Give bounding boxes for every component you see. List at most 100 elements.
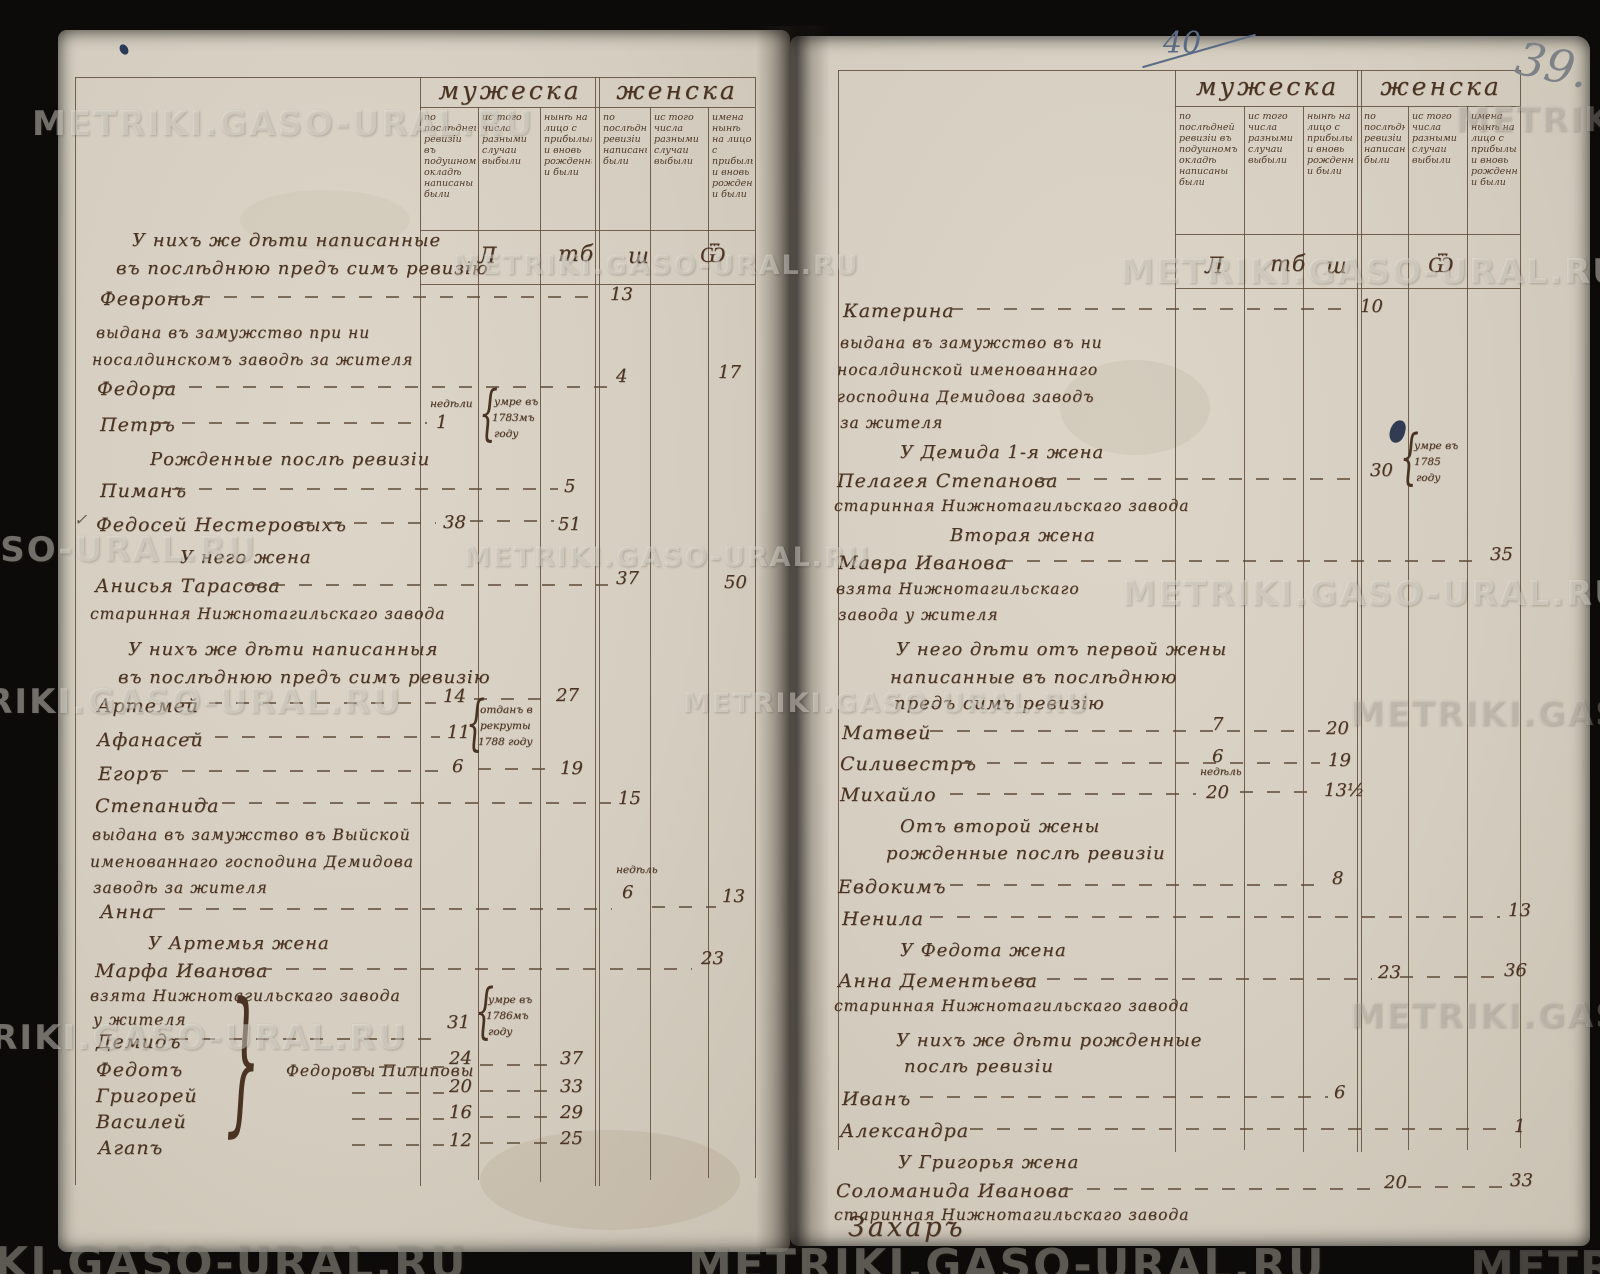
column-header: нынѣ на лицо с прибылыми и вновь рожденн… — [544, 112, 592, 178]
entry-name: Петръ — [100, 414, 176, 436]
watermark: METRIKI.GASO-URAL.RU — [0, 1018, 407, 1058]
age-value: 13 — [1508, 900, 1531, 921]
recruit-note: рекруты — [480, 720, 531, 732]
age-value: 8 — [1332, 868, 1344, 889]
dash-leader — [652, 906, 716, 908]
age-value: 10 — [1360, 296, 1383, 317]
dash-leader — [352, 1118, 444, 1120]
entry-name: Соломанида Иванова — [836, 1180, 1071, 1202]
age-mark: ш — [628, 244, 650, 269]
column-header: ис того числа разными случаи выбыли — [1412, 111, 1457, 166]
age-value: 30 — [1370, 460, 1393, 481]
dash-leader — [352, 1066, 444, 1068]
dash-leader — [245, 584, 608, 586]
entry-name: Иванъ — [842, 1088, 912, 1110]
entry-name: Мавра Иванова — [838, 552, 1008, 574]
age-value: 13 — [722, 886, 745, 907]
entry-note: носалдинскомъ заводѣ за жителя — [92, 351, 414, 369]
dash-leader — [152, 908, 612, 910]
table-line — [1357, 70, 1358, 1152]
age-value: 24 — [449, 1048, 472, 1069]
watermark: METRIKI.GASO-URAL.RU — [1350, 694, 1600, 734]
table-line — [838, 70, 1520, 71]
dash-leader — [195, 802, 611, 804]
entry-name: Григорей — [96, 1085, 198, 1107]
dash-leader — [1408, 1186, 1504, 1188]
dash-leader — [480, 1116, 554, 1118]
entry-name: Артемей — [97, 695, 200, 717]
dash-leader — [920, 1096, 1328, 1098]
age-value: 14 — [443, 686, 466, 707]
column-header: по послѣдней ревизіи написаны были — [1364, 111, 1405, 166]
watermark: METRIKI.GASO-URAL.RU — [1122, 574, 1600, 614]
table-line — [650, 107, 651, 1180]
table-line — [540, 107, 541, 1182]
dash-leader — [1000, 560, 1478, 562]
recruit-note: 1788 году — [478, 736, 533, 748]
age-value: 4 — [616, 366, 628, 387]
dash-leader — [478, 768, 554, 770]
age-mark: ш — [1326, 254, 1348, 279]
family-group-label: Федоровы Пилиповы — [286, 1062, 475, 1080]
dash-leader — [232, 968, 692, 970]
column-header: ис того числа разными случаи выбыли — [482, 112, 527, 167]
entry-name: Февронья — [100, 288, 206, 310]
age-value: 29 — [560, 1102, 583, 1123]
age-mark: тб — [558, 242, 595, 267]
watermark: METRIKI.GASO-URAL.RU — [0, 682, 402, 722]
entry-note: завода у жителя — [838, 606, 999, 624]
gender-header-male: мужеска — [1195, 72, 1340, 101]
watermark: METRIKI.GASO-URAL.RU — [1455, 100, 1600, 140]
death-note: 1786мъ — [486, 1010, 529, 1022]
section-heading: Отъ второй жены — [900, 816, 1101, 837]
dash-leader — [170, 296, 600, 298]
entry-name: Матвей — [842, 722, 932, 744]
section-heading: У нихъ же дѣти написанныя — [128, 639, 439, 660]
recruit-note: отданъ в — [480, 704, 533, 716]
age-value: 50 — [724, 572, 747, 593]
section-heading: послѣ ревизіи — [904, 1056, 1054, 1077]
entry-note: за жителя — [840, 414, 944, 432]
entry-note: выдана въ замужство въ Выйской — [92, 826, 411, 844]
column-header: по послѣдней ревизіи въ подушномъ окладѣ… — [1179, 111, 1238, 188]
age-value: 1 — [1514, 1116, 1526, 1137]
death-note: 1783мъ — [492, 412, 535, 424]
section-heading: въ послѣднюю предъ симъ ревизію — [118, 667, 491, 688]
death-note: умре въ — [1414, 440, 1459, 452]
age-value: 7 — [1212, 714, 1224, 735]
age-value: 33 — [1510, 1170, 1533, 1191]
column-header: по послѣдней ревизіи написаны были — [603, 112, 647, 167]
left-page — [58, 30, 790, 1252]
table-line — [1520, 70, 1521, 1148]
entry-name: Степанида — [95, 795, 220, 817]
table-line — [420, 230, 755, 231]
section-heading: рожденные послѣ ревизіи — [886, 843, 1166, 864]
entry-note: старинная Нижнотагильскаго завода — [834, 497, 1190, 515]
gender-header-female: женска — [616, 76, 738, 105]
dash-leader — [960, 762, 1320, 764]
age-value: 16 — [449, 1102, 472, 1123]
entry-name: Ненила — [842, 908, 924, 930]
column-header: имена нынѣ на лицо с прибылыми и вновь р… — [1471, 111, 1517, 188]
watermark: METRIKI.GASO-URAL.RU — [1120, 252, 1600, 292]
dash-leader — [352, 1092, 444, 1094]
age-value: 37 — [616, 568, 639, 589]
entry-note: старинная Нижнотагильскаго завода — [90, 605, 446, 623]
right-page — [790, 36, 1590, 1246]
section-heading: Вторая жена — [950, 525, 1096, 546]
age-mark: Ѿ — [700, 243, 726, 268]
dash-leader — [188, 736, 440, 738]
entry-name: Силивестръ — [840, 753, 977, 775]
age-value: 51 — [558, 514, 581, 535]
age-mark: тб — [1270, 252, 1307, 277]
age-value: 20 — [1326, 718, 1349, 739]
column-header: нынѣ на лицо с прибылыми и вновь рожденн… — [1307, 111, 1353, 177]
age-value: 17 — [718, 362, 741, 383]
dash-leader — [172, 488, 558, 490]
family-brace: } — [226, 969, 261, 1152]
table-line — [1175, 234, 1520, 235]
dash-leader — [300, 522, 436, 524]
section-heading: У Артемья жена — [148, 933, 330, 954]
section-heading: У нихъ же дѣти рожденные — [896, 1030, 1203, 1051]
watermark: METRIKI.GASO-URAL.RU — [688, 1240, 1326, 1274]
